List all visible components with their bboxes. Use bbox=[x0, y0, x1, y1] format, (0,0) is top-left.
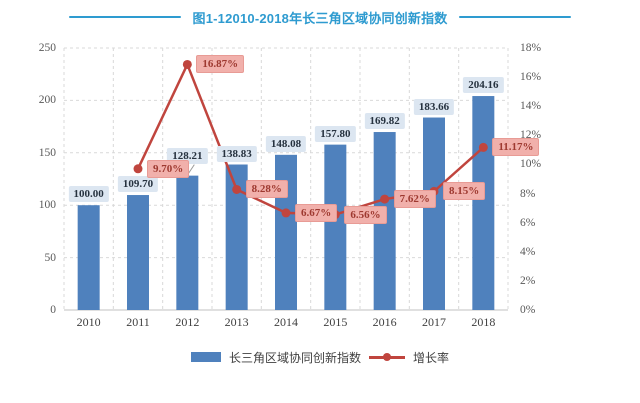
bar bbox=[275, 154, 297, 310]
bar bbox=[472, 96, 495, 311]
growth-point-marker bbox=[182, 59, 192, 69]
legend-line-label: 增长率 bbox=[413, 350, 450, 365]
title-rule-right bbox=[459, 16, 572, 18]
growth-point-marker bbox=[380, 194, 390, 204]
legend-line-swatch bbox=[369, 352, 405, 362]
bar bbox=[77, 205, 100, 310]
chart-title: 图1-12010-2018年长三角区域协同创新指数 bbox=[192, 10, 448, 26]
growth-point-marker bbox=[232, 184, 242, 194]
bar bbox=[324, 144, 347, 310]
legend-bar-label: 长三角区域协同创新指数 bbox=[228, 350, 361, 365]
growth-point-marker bbox=[330, 210, 340, 220]
bar bbox=[373, 132, 396, 310]
growth-point-marker bbox=[133, 164, 143, 174]
bar bbox=[176, 175, 199, 310]
chart-title-row: 图1-12010-2018年长三角区域协同创新指数 bbox=[0, 8, 640, 26]
chart-legend: 长三角区域协同创新指数 增长率 bbox=[0, 348, 640, 366]
legend-dot-icon bbox=[383, 353, 391, 361]
growth-point-marker bbox=[281, 208, 291, 218]
bar bbox=[127, 195, 149, 310]
label-leader-line bbox=[187, 164, 195, 174]
growth-point-marker bbox=[478, 142, 488, 152]
bar bbox=[225, 164, 248, 310]
bar bbox=[423, 117, 445, 310]
title-rule-left bbox=[68, 16, 181, 18]
growth-point-marker bbox=[429, 186, 439, 196]
legend-bar-swatch bbox=[190, 352, 221, 362]
